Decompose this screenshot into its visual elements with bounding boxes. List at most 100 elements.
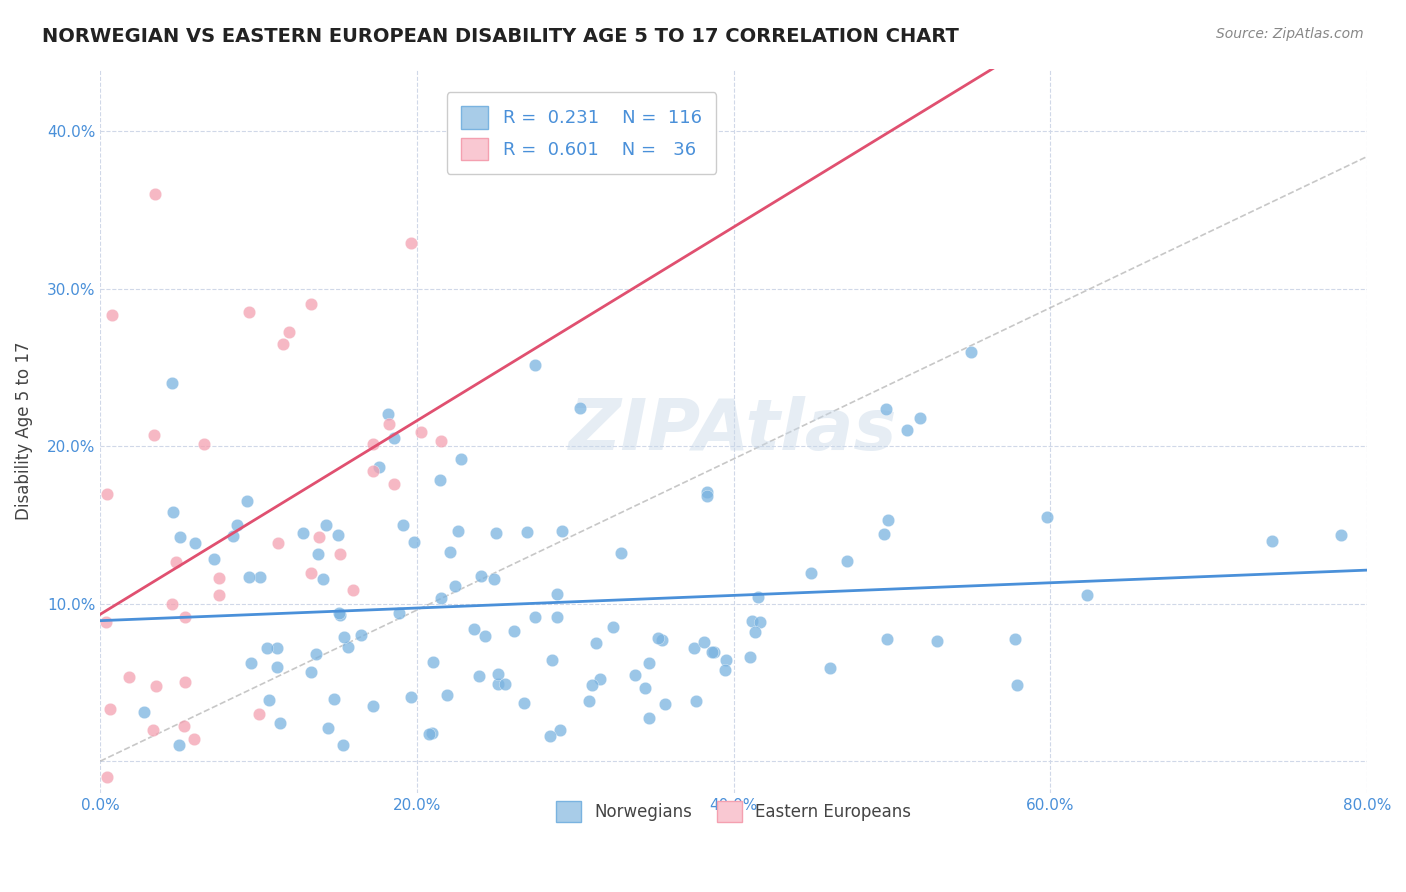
Point [328,607,350,621]
Point [329,607,352,622]
Point [299,566,322,581]
Point [377,417,399,432]
Point [1035,510,1057,524]
Point [1005,678,1028,692]
Point [703,645,725,659]
Point [402,535,425,549]
Point [308,530,330,544]
Point [1330,528,1353,542]
Point [470,569,492,583]
Point [578,694,600,708]
Point [266,641,288,656]
Point [174,610,197,624]
Point [399,690,422,705]
Point [96,770,118,784]
Point [277,325,299,339]
Point [249,570,271,584]
Point [1261,534,1284,549]
Point [267,536,290,550]
Point [333,631,356,645]
Point [257,693,280,707]
Point [307,547,329,561]
Point [388,606,411,620]
Point [256,640,278,655]
Point [142,428,165,442]
Point [714,663,737,677]
Point [696,489,718,503]
Point [305,647,328,661]
Point [145,679,167,693]
Point [541,653,564,667]
Point [96,487,118,501]
Point [329,547,352,561]
Point [208,571,231,585]
Point [208,588,231,602]
Point [548,723,571,738]
Point [238,570,260,584]
Point [269,715,291,730]
Point [221,529,243,543]
Point [633,681,655,695]
Point [538,729,561,743]
Point [315,518,337,533]
Point [568,401,591,415]
Point [160,376,183,390]
Point [173,719,195,733]
Point [875,402,897,417]
Point [960,344,983,359]
Point [236,493,259,508]
Legend: Norwegians, Eastern Europeans: Norwegians, Eastern Europeans [543,788,925,835]
Point [738,650,761,665]
Point [160,597,183,611]
Point [316,722,339,736]
Point [429,473,451,487]
Point [384,476,406,491]
Point [401,236,423,251]
Point [741,614,763,628]
Point [651,633,673,648]
Point [312,572,335,586]
Point [247,707,270,722]
Point [494,676,516,690]
Point [503,624,526,639]
Point [654,697,676,711]
Point [450,452,472,467]
Point [430,434,453,448]
Point [299,297,322,311]
Point [696,485,718,500]
Point [436,689,458,703]
Point [486,677,509,691]
Point [96,615,118,629]
Point [202,551,225,566]
Point [134,705,156,719]
Point [523,358,546,372]
Point [700,645,723,659]
Point [474,629,496,643]
Point [238,305,260,319]
Point [323,691,346,706]
Point [744,625,766,640]
Point [392,517,415,532]
Point [910,411,932,425]
Point [98,702,121,716]
Point [367,459,389,474]
Point [326,528,349,542]
Text: NORWEGIAN VS EASTERN EUROPEAN DISABILITY AGE 5 TO 17 CORRELATION CHART: NORWEGIAN VS EASTERN EUROPEAN DISABILITY… [42,27,959,45]
Point [271,336,294,351]
Point [165,555,187,569]
Point [363,698,385,713]
Point [610,546,633,560]
Point [877,513,900,527]
Point [174,675,197,690]
Point [1076,588,1098,602]
Point [183,731,205,746]
Point [647,631,669,645]
Point [332,738,354,752]
Point [835,554,858,568]
Point [299,665,322,679]
Point [1004,632,1026,646]
Point [422,655,444,669]
Point [409,425,432,439]
Point [693,634,716,648]
Point [349,627,371,641]
